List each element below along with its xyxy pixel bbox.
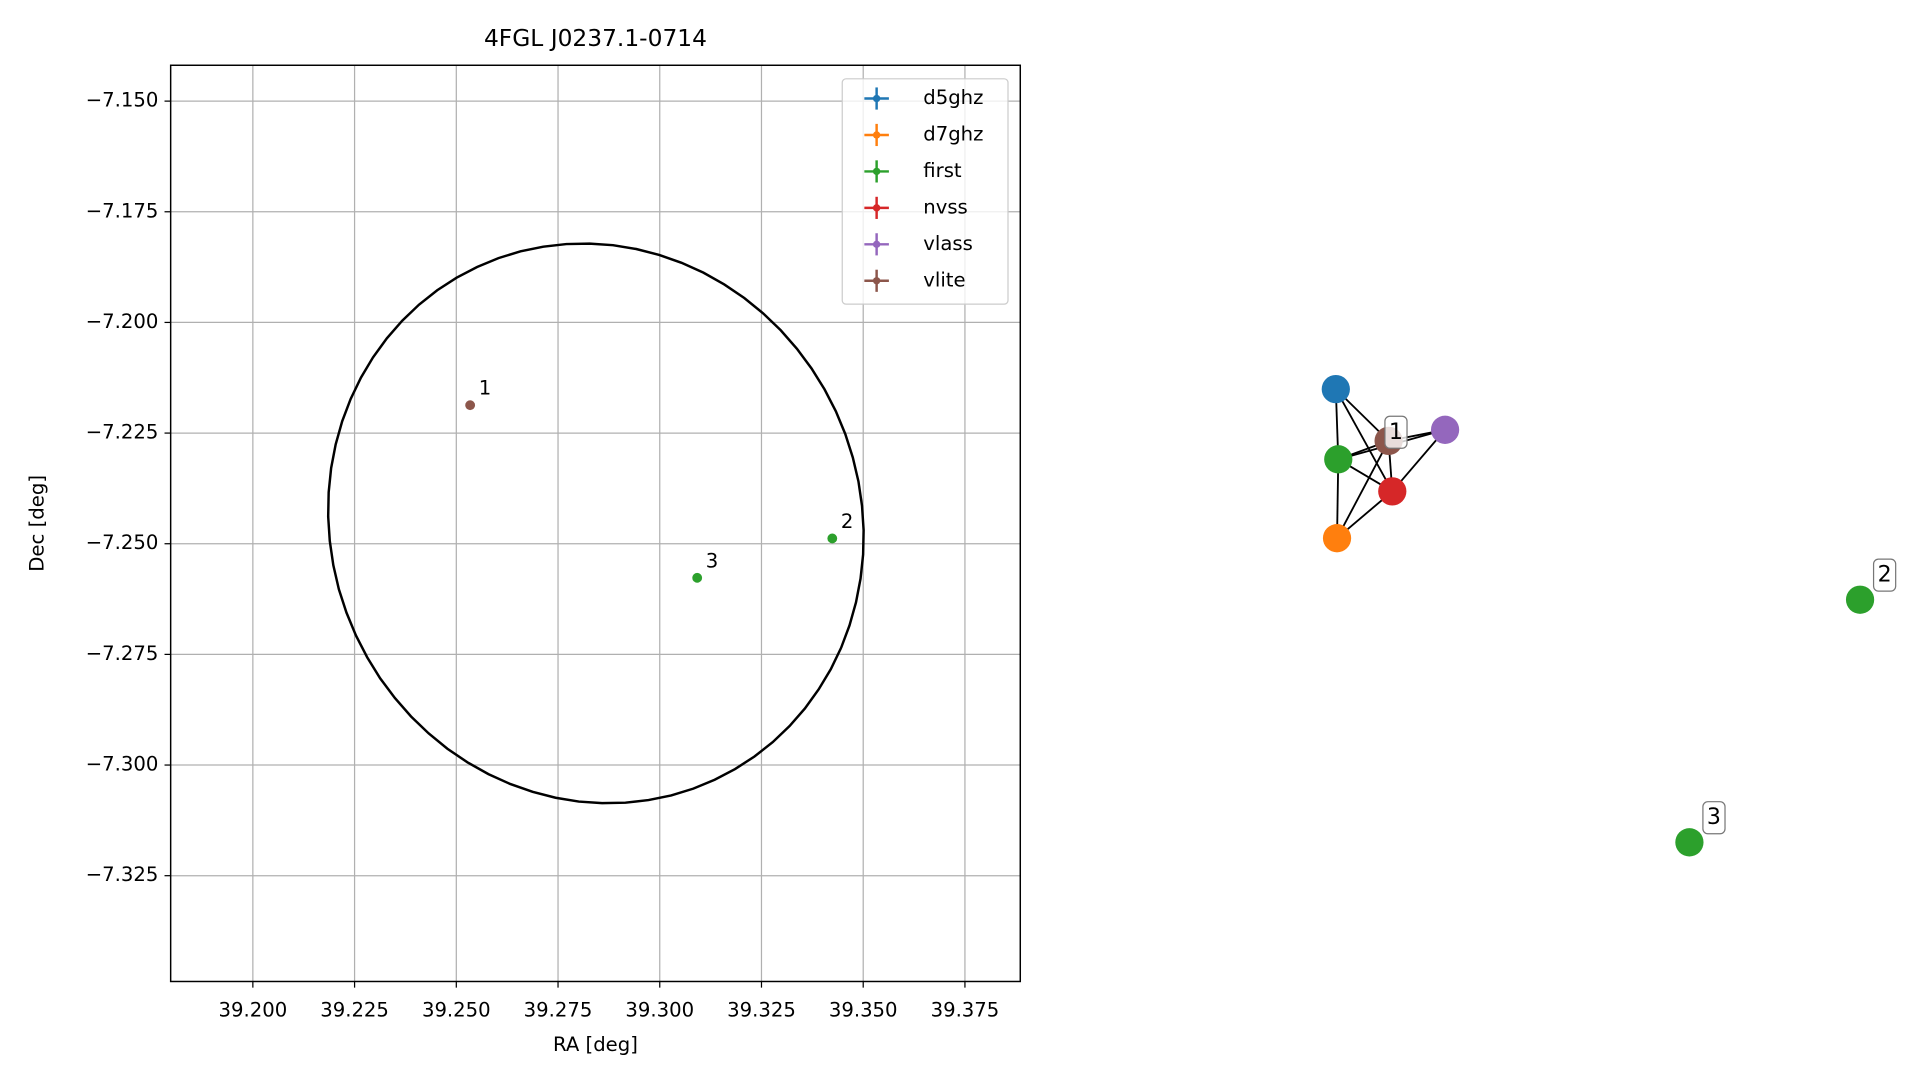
legend-label: d7ghz [923,122,983,145]
point [692,572,703,583]
point-label: 1 [479,377,491,400]
node [1845,585,1875,614]
legend-marker [872,94,881,103]
legend-marker [872,240,881,249]
y-tick-label: −7.150 [86,89,159,112]
y-axis-label: Dec [deg] [26,475,49,572]
point-label: 2 [841,510,853,533]
x-tick-label: 39.225 [320,999,389,1022]
legend-label: nvss [923,195,968,218]
x-tick-label: 39.325 [727,999,796,1022]
point [827,533,838,544]
x-tick-label: 39.250 [422,999,491,1022]
y-tick-label: −7.275 [86,642,159,665]
legend-marker [872,204,881,212]
y-tick-label: −7.300 [86,753,159,776]
node [1321,374,1350,404]
node [1675,828,1704,857]
legend-label: vlite [923,268,965,291]
node [1322,523,1352,553]
x-tick-label: 39.375 [931,999,1000,1022]
legend-label: first [923,159,962,182]
node [1378,477,1407,506]
error-ellipse [326,242,865,805]
point [465,400,476,411]
x-tick-label: 39.200 [219,999,288,1022]
node-label: 3 [1707,804,1721,830]
edge [1335,388,1394,492]
chart-title: 4FGL J0237.1-0714 [484,24,707,52]
legend-label: d5ghz [923,86,983,109]
x-axis-label: RA [deg] [553,1033,638,1056]
y-tick-label: −7.175 [86,199,159,222]
y-tick-label: −7.200 [86,310,159,333]
node-label-box [1872,558,1897,592]
plot-frame [169,64,1022,983]
y-tick-label: −7.225 [86,421,159,444]
x-tick-label: 39.300 [625,999,694,1022]
y-tick-label: −7.250 [86,531,159,554]
legend-marker [872,277,881,285]
point-label: 3 [706,549,718,572]
node [1430,415,1460,444]
legend-marker [872,167,881,176]
x-tick-label: 39.350 [829,999,898,1022]
legend-marker [872,131,881,139]
y-tick-label: −7.325 [86,863,159,886]
x-tick-label: 39.275 [524,999,593,1022]
node [1324,445,1353,474]
node-label: 1 [1389,419,1403,445]
node-label-box [1702,801,1726,835]
node-label: 2 [1878,562,1892,588]
legend-label: vlass [923,232,973,255]
edge [1336,440,1390,539]
node-label-box [1384,415,1408,449]
